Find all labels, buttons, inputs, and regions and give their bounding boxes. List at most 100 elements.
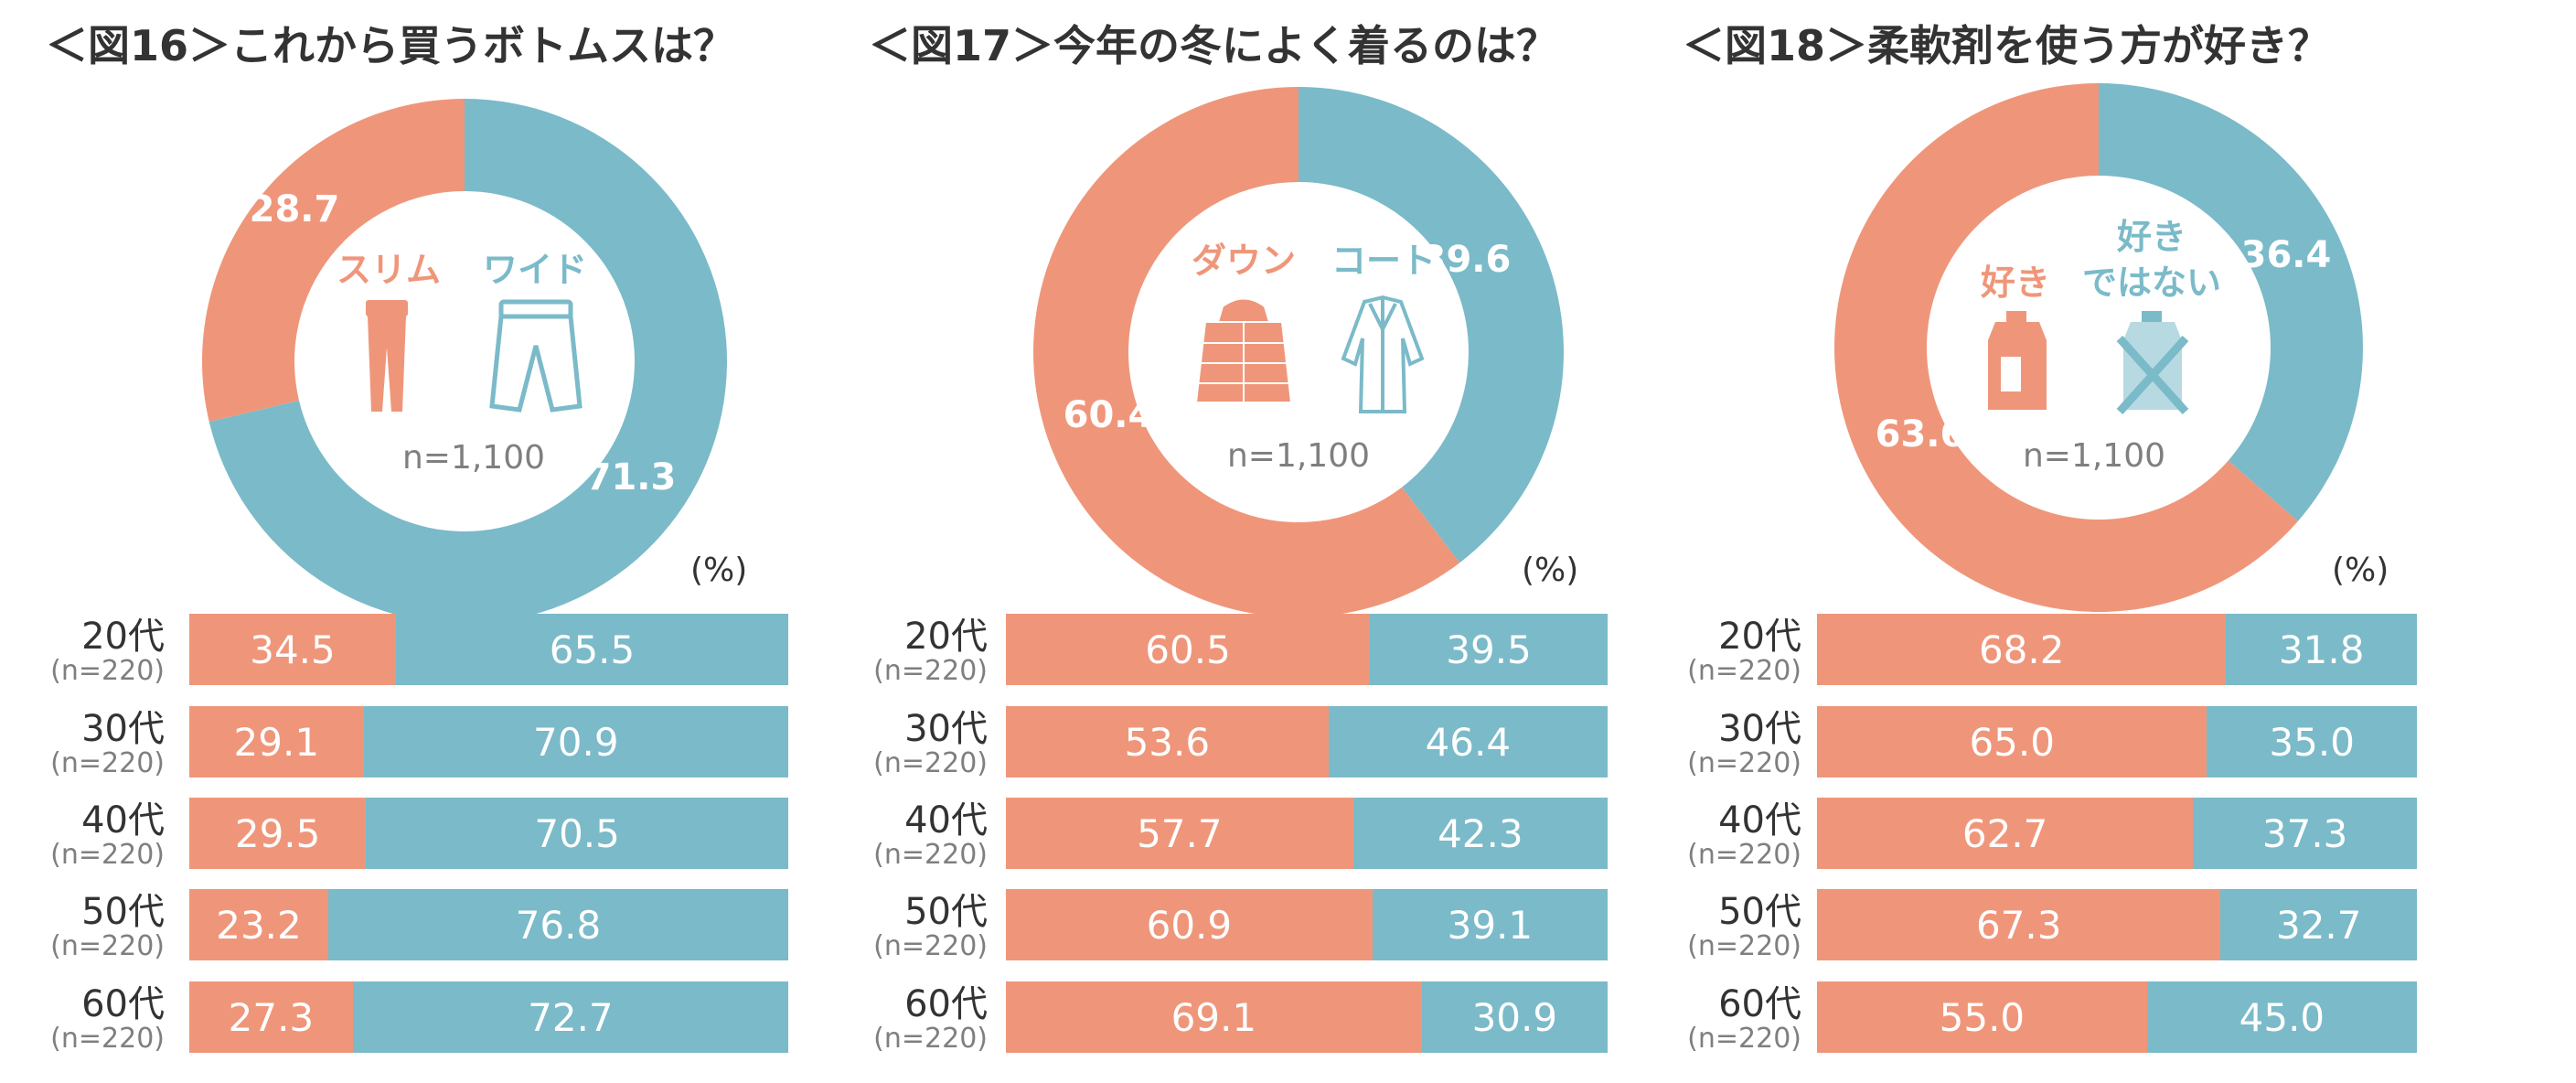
bar-segment: 31.8 — [2226, 614, 2417, 685]
chart-title: ＜図17＞今年の冬によく着るのは？ — [869, 21, 1559, 70]
row-sample-size: (n=220) — [873, 655, 988, 687]
wide-pants-icon — [489, 299, 583, 413]
legend-label-dislike: 好き — [2116, 217, 2186, 257]
row-age-label: 20代 — [904, 616, 988, 658]
softener-bottle-crossed-icon — [2116, 311, 2189, 415]
sample-size: n=1,100 — [2023, 437, 2165, 475]
legend-label-like: 好き — [1980, 263, 2050, 303]
row-age-label: 60代 — [904, 983, 988, 1025]
stacked-bar: 60.9 39.1 — [1006, 889, 1608, 960]
bar-segment: 46.4 — [1328, 706, 1608, 777]
stacked-bar: 57.7 42.3 — [1006, 798, 1608, 869]
bar-segment: 34.5 — [189, 614, 396, 685]
row-age-label: 40代 — [81, 799, 165, 842]
row-sample-size: (n=220) — [873, 930, 988, 962]
row-age-label: 60代 — [81, 983, 165, 1025]
bar-segment: 39.1 — [1372, 889, 1608, 960]
stacked-bar: 29.1 70.9 — [189, 706, 788, 777]
legend-label-dislike: ではない — [2082, 263, 2221, 303]
bar-segment: 32.7 — [2220, 889, 2417, 960]
pie-value-label: 36.4 — [2241, 234, 2332, 276]
bar-segment: 72.7 — [352, 981, 788, 1053]
pie-value-label: 28.7 — [250, 188, 340, 231]
pie-slice-coat — [1299, 87, 1564, 563]
bar-segment: 65.5 — [395, 614, 788, 685]
row-age-label: 30代 — [1718, 708, 1801, 750]
row-sample-size: (n=220) — [50, 839, 165, 871]
softener-bottle-icon — [1988, 311, 2047, 410]
bar-segment: 23.2 — [189, 889, 328, 960]
row-sample-size: (n=220) — [50, 930, 165, 962]
panel-fig17: ＜図17＞今年の冬によく着るのは？ 60.4 39.6 ダウン コート n=1,… — [823, 0, 1683, 1083]
bar-segment: 57.7 — [1006, 798, 1353, 869]
row-sample-size: (n=220) — [50, 747, 165, 779]
pie-slice-slim — [202, 99, 465, 423]
stacked-bar: 53.6 46.4 — [1006, 706, 1608, 777]
row-sample-size: (n=220) — [1687, 839, 1801, 871]
panel-fig16: ＜図16＞これから買うボトムスは？ 28.7 71.3 スリム ワイド n=1,… — [0, 0, 860, 1083]
unit-label: (%) — [690, 552, 748, 589]
bar-segment: 69.1 — [1006, 981, 1422, 1053]
stacked-bar: 69.1 30.9 — [1006, 981, 1608, 1053]
coat-icon — [1341, 295, 1425, 413]
row-age-label: 50代 — [1718, 891, 1801, 933]
donut-chart: 63.6 36.4 好き 好き ではない n=1,100 — [1834, 83, 2363, 613]
bar-segment: 70.9 — [363, 706, 788, 777]
row-age-label: 30代 — [81, 708, 165, 750]
row-age-label: 20代 — [1718, 616, 1801, 658]
bar-segment: 35.0 — [2207, 706, 2417, 777]
row-sample-size: (n=220) — [873, 747, 988, 779]
row-sample-size: (n=220) — [873, 1023, 988, 1055]
stacked-bar: 29.5 70.5 — [189, 798, 788, 869]
bar-segment: 53.6 — [1006, 706, 1329, 777]
row-age-label: 40代 — [904, 799, 988, 842]
legend-label-coat: コート — [1331, 241, 1436, 281]
row-sample-size: (n=220) — [1687, 1023, 1801, 1055]
bar-segment: 68.2 — [1817, 614, 2227, 685]
row-age-label: 50代 — [81, 891, 165, 933]
bar-segment: 29.1 — [189, 706, 364, 777]
legend-label-down: ダウン — [1192, 241, 1296, 281]
stacked-bar: 27.3 72.7 — [189, 981, 788, 1053]
stacked-bar: 60.5 39.5 — [1006, 614, 1608, 685]
stacked-bar: 23.2 76.8 — [189, 889, 788, 960]
row-age-label: 40代 — [1718, 799, 1801, 842]
bar-segment: 60.9 — [1006, 889, 1373, 960]
unit-label: (%) — [1522, 552, 1579, 589]
bar-segment: 70.5 — [366, 798, 788, 869]
row-age-label: 20代 — [81, 616, 165, 658]
bar-segment: 65.0 — [1817, 706, 2207, 777]
stacked-bar: 34.5 65.5 — [189, 614, 788, 685]
stacked-bar: 68.2 31.8 — [1817, 614, 2417, 685]
stacked-bar: 65.0 35.0 — [1817, 706, 2417, 777]
panel-fig18: ＜図18＞柔軟剤を使う方が好き？ 63.6 36.4 好き 好き ではない n=… — [1637, 0, 2496, 1083]
bar-segment: 29.5 — [189, 798, 367, 869]
row-sample-size: (n=220) — [1687, 930, 1801, 962]
slim-pants-icon — [366, 300, 408, 412]
row-sample-size: (n=220) — [873, 839, 988, 871]
legend-label-wide: ワイド — [483, 250, 587, 290]
bar-segment: 39.5 — [1370, 614, 1608, 685]
bar-segment: 55.0 — [1817, 981, 2147, 1053]
chart-title: ＜図16＞これから買うボトムスは？ — [46, 21, 736, 70]
donut-chart: 60.4 39.6 ダウン コート n=1,100 — [1033, 87, 1564, 617]
down-jacket-icon — [1194, 297, 1293, 403]
pie-value-label: 71.3 — [586, 456, 677, 499]
bar-segment: 76.8 — [327, 889, 788, 960]
bar-segment: 62.7 — [1817, 798, 2194, 869]
pie-slice-wide — [208, 99, 728, 625]
bar-segment: 30.9 — [1421, 981, 1608, 1053]
bar-segment: 67.3 — [1817, 889, 2221, 960]
row-age-label: 30代 — [904, 708, 988, 750]
chart-title: ＜図18＞柔軟剤を使う方が好き？ — [1683, 21, 2331, 70]
row-sample-size: (n=220) — [50, 655, 165, 687]
row-age-label: 50代 — [904, 891, 988, 933]
stacked-bar: 62.7 37.3 — [1817, 798, 2417, 869]
bar-segment: 27.3 — [189, 981, 353, 1053]
pie-value-label: 39.6 — [1421, 239, 1512, 281]
pie-value-label: 63.6 — [1876, 413, 1966, 456]
pie-slice-dislike — [2099, 83, 2363, 521]
pie-slice-down — [1033, 87, 1460, 617]
sample-size: n=1,100 — [402, 439, 545, 477]
pie-slice-like — [1834, 83, 2298, 613]
